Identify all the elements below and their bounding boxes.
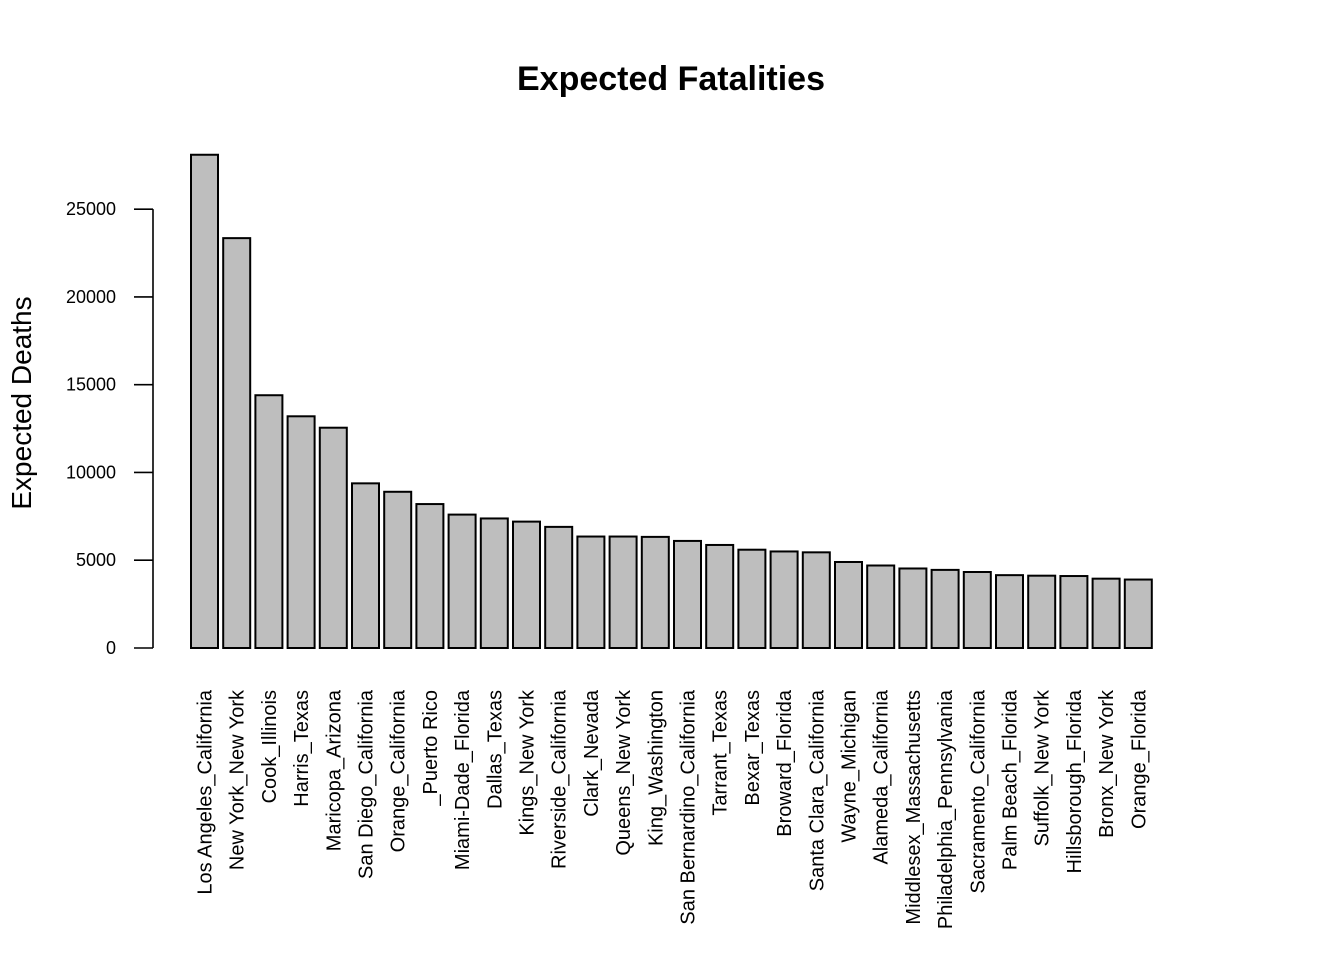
x-category-label: Bronx_New York (1096, 689, 1118, 838)
bar (769, 550, 799, 650)
bar (254, 394, 284, 649)
y-tick-label: 25000 (66, 199, 116, 219)
bar (351, 482, 380, 650)
x-category-label: Dallas_Texas (484, 690, 506, 809)
bar (640, 535, 670, 650)
bar (1059, 575, 1089, 650)
x-axis-labels: Los Angeles_California New York_New York C… (195, 689, 1151, 929)
bar (544, 525, 574, 650)
bar (1091, 577, 1121, 650)
x-category-label: King_Washington (645, 690, 667, 846)
bar (383, 490, 413, 649)
bar (737, 548, 767, 650)
x-category-label: Harris_Texas (291, 690, 313, 807)
x-category-label: Kings_New York (517, 689, 539, 836)
bar (318, 426, 348, 650)
x-category-label: San Diego_California (356, 689, 378, 879)
x-category-label: Middlesex_Massachusetts (903, 690, 925, 925)
y-tick-label: 10000 (66, 462, 116, 482)
chart-title: Expected Fatalities (517, 60, 825, 98)
x-category-label: San Bernardino_California (678, 689, 700, 924)
bar (447, 513, 477, 650)
bar (705, 543, 735, 649)
bar (930, 568, 960, 650)
bar (1123, 578, 1153, 649)
bar (512, 520, 541, 649)
bar (608, 535, 638, 649)
y-tick-label: 20000 (66, 287, 116, 307)
y-tick-label: 0 (106, 638, 116, 658)
y-axis-label: Expected Deaths (6, 296, 37, 509)
x-category-label: Riverside_California (549, 689, 571, 869)
x-category-label: Palm Beach_Florida (1000, 689, 1022, 870)
x-category-label: Suffolk_New York (1032, 689, 1054, 846)
x-category-label: Orange_California (388, 689, 410, 852)
x-category-label: Orange_Florida (1128, 689, 1150, 829)
x-category-label: Clark_Nevada (581, 689, 603, 817)
y-tick-label: 15000 (66, 375, 116, 395)
x-category-label: Santa Clara_California (806, 689, 828, 891)
x-category-label: Hillsborough_Florida (1064, 689, 1086, 873)
x-category-label: Tarrant_Texas (710, 690, 732, 816)
x-category-label: New York_New York (227, 689, 249, 870)
bar (962, 570, 992, 650)
bar (673, 539, 702, 650)
y-tick-label: 5000 (76, 550, 116, 570)
x-category-label: Maricopa_Arizona (323, 689, 345, 851)
x-category-label: Broward_Florida (774, 689, 796, 837)
x-category-label: Bexar_Texas (742, 690, 764, 806)
bars (190, 153, 1153, 650)
x-category-label: Los Angeles_California (195, 689, 217, 894)
x-category-label: _Puerto Rico (420, 690, 442, 807)
bar (898, 567, 928, 650)
x-category-label: Sacramento_California (967, 689, 989, 893)
bar (479, 517, 509, 650)
bar (190, 153, 219, 650)
bar (995, 574, 1024, 649)
x-category-label: Cook_Illinois (259, 690, 281, 803)
x-category-label: Miami-Dade_Florida (452, 689, 474, 870)
y-axis: 0 5000 10000 15000 20000 25000 (66, 199, 154, 658)
x-category-label: Queens_New York (613, 689, 635, 856)
bar (834, 560, 863, 650)
bar (1027, 574, 1057, 649)
bar (576, 535, 606, 649)
x-category-label: Philadelphia_Pennsylvania (935, 689, 957, 929)
bar (866, 564, 896, 649)
x-category-label: Alameda_California (871, 689, 893, 864)
bar (801, 551, 831, 649)
bar (286, 415, 316, 650)
x-category-label: Wayne_Michigan (839, 690, 861, 843)
bar (415, 503, 445, 650)
bar (222, 237, 252, 650)
